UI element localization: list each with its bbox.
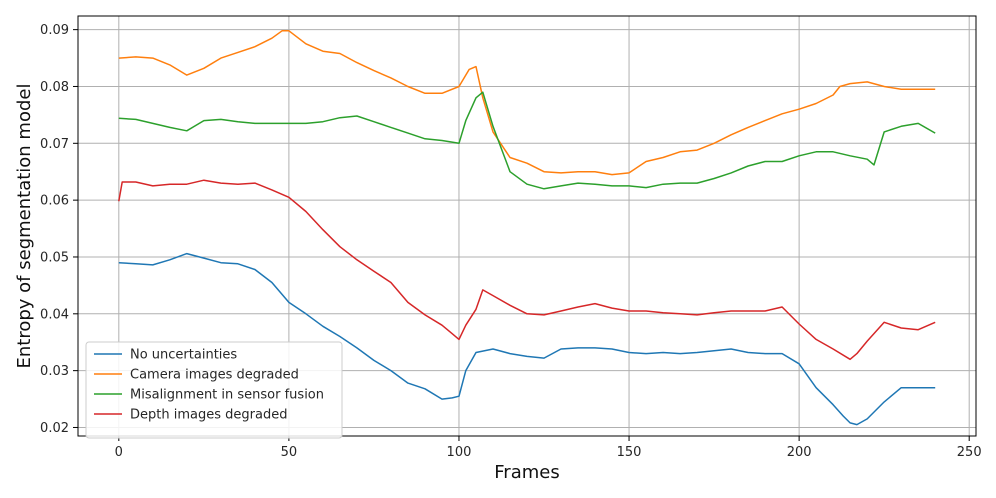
legend: No uncertainties Camera images degraded Mi… <box>85 341 343 439</box>
x-axis-label: Frames <box>494 462 559 483</box>
series-line-3 <box>118 91 936 190</box>
series-line-2 <box>118 30 936 176</box>
series-line-4 <box>118 179 936 361</box>
y-tick-label: 0.07 <box>40 137 69 152</box>
legend-box <box>85 341 343 439</box>
x-tick-label: 0 <box>115 445 123 460</box>
legend-label: Misalignment in sensor fusion <box>130 388 324 403</box>
series-lines <box>118 30 936 426</box>
y-tick-label: 0.05 <box>40 250 69 265</box>
y-axis-ticks: 0.02 0.03 0.04 0.05 0.06 0.07 0.08 0.09 <box>40 23 78 436</box>
legend-label: Depth images degraded <box>130 408 287 423</box>
y-tick-label: 0.04 <box>40 307 69 322</box>
y-tick-label: 0.06 <box>40 194 69 209</box>
legend-label: No uncertainties <box>130 348 237 363</box>
legend-label: Camera images degraded <box>130 368 299 383</box>
plot-frame <box>77 15 977 437</box>
x-tick-label: 150 <box>617 445 642 460</box>
x-tick-label: 200 <box>787 445 812 460</box>
y-axis-label: Entropy of segmentation model <box>14 84 35 369</box>
y-tick-label: 0.09 <box>40 23 69 38</box>
y-tick-label: 0.03 <box>40 364 69 379</box>
x-tick-label: 100 <box>447 445 472 460</box>
y-tick-label: 0.02 <box>40 421 69 436</box>
series-line-1 <box>118 252 936 426</box>
x-tick-label: 250 <box>957 445 982 460</box>
y-tick-label: 0.08 <box>40 80 69 95</box>
x-tick-label: 50 <box>281 445 298 460</box>
